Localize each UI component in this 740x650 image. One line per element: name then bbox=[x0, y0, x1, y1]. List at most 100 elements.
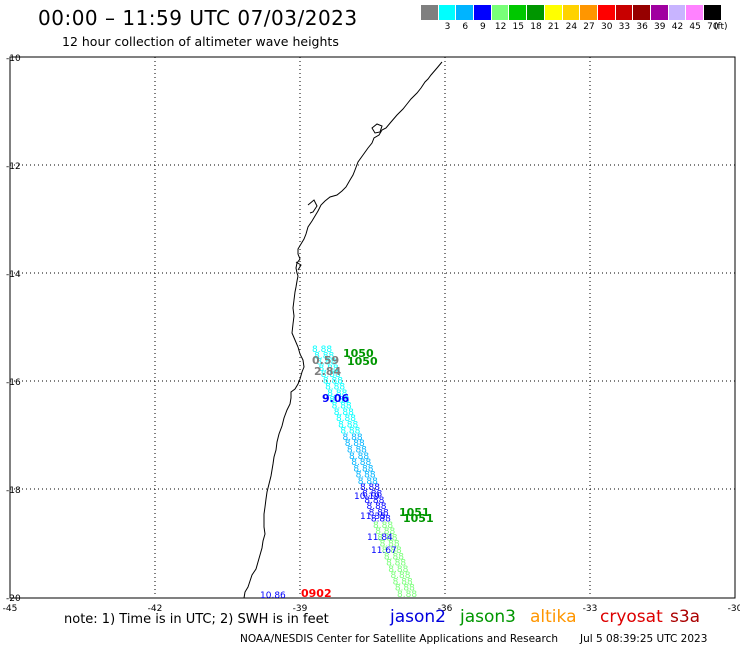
track-mark: 8.88 bbox=[349, 452, 369, 462]
track-mark: 8.88 bbox=[321, 370, 341, 380]
track-value-label: 2.84 bbox=[314, 365, 341, 378]
map-frame bbox=[9, 56, 736, 599]
track-mark: 8.88 bbox=[340, 427, 360, 437]
track-value-label: 1051 bbox=[403, 512, 434, 525]
legend-swatch bbox=[686, 5, 704, 20]
legend-label: 36 bbox=[636, 22, 648, 32]
legend-swatch bbox=[421, 5, 439, 20]
coastline-island bbox=[295, 261, 302, 271]
legend-swatch bbox=[509, 5, 528, 20]
legend-label: 18 bbox=[530, 22, 542, 32]
track-mark: 8.88 bbox=[343, 433, 363, 443]
axis-labels: -10 -12 -14 -16 -18 -20-45 -42 -39 -36 -33 -30 bbox=[3, 54, 740, 614]
legend-swatch bbox=[491, 5, 510, 20]
legend-label: 12 bbox=[494, 22, 507, 32]
lat-label: -16 bbox=[6, 378, 21, 388]
track-mark: 8.88 bbox=[358, 477, 378, 487]
track-value-label: 0.59 bbox=[312, 354, 339, 367]
legend-label: 9 bbox=[480, 22, 486, 32]
legend-label: 70 bbox=[707, 22, 719, 32]
map-title: 00:00 – 11:59 UTC 07/03/2023 bbox=[38, 6, 358, 30]
track-mark: 8.88 bbox=[369, 508, 389, 518]
track-mark: 8.88 bbox=[336, 414, 356, 424]
lon-label: -30 bbox=[728, 604, 740, 614]
track-mark: 8.88 bbox=[353, 464, 373, 474]
lat-label: -12 bbox=[6, 162, 21, 172]
legend-unit: (ft) bbox=[714, 22, 728, 32]
track-mark: 8.88 bbox=[397, 590, 417, 600]
satellite-name-jason2: jason2 bbox=[390, 607, 446, 627]
track-value-label: 11.35 bbox=[360, 512, 386, 522]
track-value-label: 0902 bbox=[301, 587, 332, 600]
satellite-name-s3a: s3a bbox=[670, 607, 701, 627]
legend-label: 27 bbox=[583, 22, 595, 32]
track-value-label: 1050 bbox=[343, 347, 374, 360]
lat-label: -14 bbox=[6, 270, 21, 280]
satellite-name-jason3: jason3 bbox=[460, 607, 516, 627]
legend-swatch bbox=[474, 5, 492, 20]
track-mark: 8.88 bbox=[390, 571, 410, 581]
track-value-label: 1050 bbox=[347, 355, 378, 368]
legend-swatch bbox=[438, 5, 457, 20]
legend-swatch bbox=[668, 5, 687, 20]
track-mark: 8.88 bbox=[327, 389, 347, 399]
track-mark: 8.88 bbox=[334, 408, 354, 418]
track-mark: 8.88 bbox=[384, 552, 404, 562]
track-mark: 8.88 bbox=[373, 521, 393, 531]
legend-swatch bbox=[580, 5, 598, 20]
track-mark: 8.88 bbox=[319, 364, 339, 374]
legend-swatch bbox=[527, 5, 545, 20]
color-legend bbox=[421, 5, 722, 20]
legend-label: 45 bbox=[689, 22, 701, 32]
legend-swatch bbox=[650, 5, 669, 20]
track-value-label: 10.19 bbox=[354, 492, 380, 502]
track-value-label: 10.86 bbox=[260, 591, 286, 601]
track-mark: 8.88 bbox=[316, 358, 336, 368]
credit-text: NOAA/NESDIS Center for Satellite Applica… bbox=[240, 633, 558, 645]
track-value-label: 11.84 bbox=[367, 533, 393, 543]
credit-timestamp: Jul 5 08:39:25 UTC 2023 bbox=[580, 633, 708, 645]
track-mark: 8.88 bbox=[371, 515, 391, 525]
coastline-island bbox=[371, 123, 383, 134]
track-mark: 8.88 bbox=[377, 533, 397, 543]
track-mark: 8.88 bbox=[351, 458, 371, 468]
track-value-label: 1051 bbox=[399, 506, 430, 519]
track-mark: 8.88 bbox=[314, 351, 334, 361]
track-mark: 8.88 bbox=[364, 496, 384, 506]
lon-label: -39 bbox=[293, 604, 308, 614]
legend-label: 30 bbox=[600, 22, 613, 32]
coastline bbox=[243, 61, 443, 599]
track-mark: 8.88 bbox=[380, 540, 400, 550]
lon-label: -36 bbox=[438, 604, 453, 614]
legend-label: 21 bbox=[547, 22, 560, 32]
legend-label: 3 bbox=[444, 22, 451, 32]
note-text: note: 1) Time is in UTC; 2) SWH is in fe… bbox=[64, 612, 329, 627]
track-mark: 8.88 bbox=[388, 565, 408, 575]
legend-swatch bbox=[597, 5, 616, 20]
grid-lines bbox=[10, 57, 735, 597]
legend-label: 15 bbox=[512, 22, 524, 32]
track-mark: 8.88 bbox=[395, 584, 415, 594]
lon-label: -45 bbox=[3, 604, 18, 614]
track-value-label: 9.06 bbox=[322, 392, 349, 405]
track-mark: 8.88 bbox=[338, 420, 358, 430]
track-mark: 8.88 bbox=[329, 395, 349, 405]
legend-swatch bbox=[544, 5, 563, 20]
legend-swatch bbox=[633, 5, 651, 20]
track-mark: 8.88 bbox=[393, 577, 413, 587]
track-mark: 8.88 bbox=[375, 527, 395, 537]
track-value-label: 11.67 bbox=[371, 546, 397, 556]
track-mark: 8.88 bbox=[360, 483, 380, 493]
legend-swatch bbox=[456, 5, 475, 20]
track-mark: 8.88 bbox=[362, 489, 382, 499]
map-subtitle: 12 hour collection of altimeter wave hei… bbox=[62, 34, 339, 49]
satellite-name-altika: altika bbox=[530, 607, 577, 627]
track-mark: 8.88 bbox=[312, 345, 332, 355]
coastline-island bbox=[307, 199, 318, 214]
legend-label: 6 bbox=[462, 22, 469, 32]
legend-label: 39 bbox=[654, 22, 666, 32]
legend-swatch bbox=[615, 5, 634, 20]
altimeter-tracks: 8.888.888.888.888.888.888.888.888.888.88… bbox=[312, 345, 417, 600]
track-mark: 8.88 bbox=[366, 502, 386, 512]
lat-label: -10 bbox=[6, 54, 21, 64]
